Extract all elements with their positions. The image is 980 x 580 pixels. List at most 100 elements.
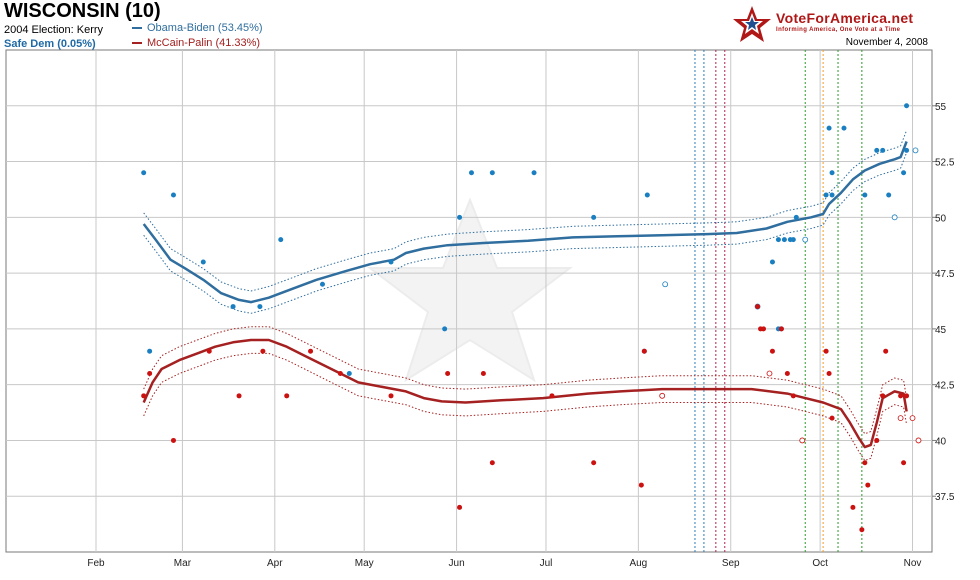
trend-line-obama bbox=[142, 141, 908, 304]
poll-point-mccain bbox=[874, 437, 880, 443]
poll-point-obama bbox=[901, 170, 907, 176]
poll-point-mccain bbox=[769, 348, 775, 354]
poll-point-obama bbox=[531, 170, 537, 176]
trend-line-mccain bbox=[142, 338, 908, 449]
poll-point-obama bbox=[841, 125, 847, 131]
poll-point-obama bbox=[829, 170, 835, 176]
poll-point-mccain bbox=[883, 348, 889, 354]
poll-point-obama bbox=[904, 147, 910, 153]
poll-point-mccain bbox=[826, 371, 832, 377]
poll-point-obama bbox=[200, 259, 206, 265]
y-tick-label: 45 bbox=[935, 325, 947, 336]
y-tick-label: 40 bbox=[935, 436, 947, 447]
poll-point-mccain bbox=[445, 371, 451, 377]
poll-point-open-mccain bbox=[897, 415, 904, 422]
poll-point-obama bbox=[170, 192, 176, 198]
poll-point-obama bbox=[489, 170, 495, 176]
poll-point-obama bbox=[826, 125, 832, 131]
x-tick-label: Apr bbox=[267, 558, 283, 569]
poll-point-mccain bbox=[829, 415, 835, 421]
poll-point-obama bbox=[886, 192, 892, 198]
poll-point-obama bbox=[388, 259, 394, 265]
poll-point-obama bbox=[862, 192, 868, 198]
poll-point-mccain bbox=[784, 371, 790, 377]
poll-point-open-mccain bbox=[909, 415, 916, 422]
y-tick-label: 37.5 bbox=[935, 492, 955, 503]
logo-tagline: Informing America, One Vote at a Time bbox=[776, 27, 901, 33]
x-tick-label: Mar bbox=[174, 558, 192, 569]
site-logo[interactable]: VoteForAmerica.net Informing America, On… bbox=[732, 4, 932, 46]
poll-point-open-obama bbox=[802, 236, 809, 243]
poll-point-obama bbox=[346, 371, 352, 377]
poll-point-obama bbox=[230, 304, 236, 310]
poll-point-mccain bbox=[778, 326, 784, 332]
y-tick-label: 47.5 bbox=[935, 269, 955, 280]
poll-point-obama bbox=[880, 147, 886, 153]
poll-point-mccain bbox=[489, 460, 495, 466]
y-tick-label: 55 bbox=[935, 102, 947, 113]
poll-point-obama bbox=[257, 304, 263, 310]
poll-point-obama bbox=[644, 192, 650, 198]
poll-point-obama bbox=[829, 192, 835, 198]
poll-point-mccain bbox=[859, 527, 865, 533]
legend-item-mccain: McCain-Palin (41.33%) bbox=[132, 37, 260, 49]
poll-point-open-mccain bbox=[766, 370, 773, 377]
legend-swatch-obama bbox=[132, 27, 142, 29]
poll-point-mccain bbox=[904, 393, 910, 399]
poll-point-open-obama bbox=[912, 147, 919, 154]
poll-point-open-obama bbox=[662, 281, 669, 288]
poll-point-mccain bbox=[260, 348, 266, 354]
x-tick-label: Nov bbox=[904, 558, 922, 569]
poll-point-mccain bbox=[147, 371, 153, 377]
poll-point-obama bbox=[874, 147, 880, 153]
poll-point-obama bbox=[147, 348, 153, 354]
poll-point-mccain bbox=[901, 460, 907, 466]
poll-point-mccain bbox=[898, 393, 904, 399]
poll-point-obama bbox=[904, 103, 910, 109]
poll-point-mccain bbox=[457, 504, 463, 510]
poll-point-mccain bbox=[862, 460, 868, 466]
poll-point-mccain bbox=[755, 304, 761, 310]
y-tick-label: 50 bbox=[935, 213, 947, 224]
poll-point-mccain bbox=[790, 393, 796, 399]
poll-point-mccain bbox=[236, 393, 242, 399]
poll-point-open-mccain bbox=[659, 392, 666, 399]
poll-point-mccain bbox=[880, 393, 886, 399]
poll-point-open-mccain bbox=[915, 437, 922, 444]
poll-point-obama bbox=[781, 237, 787, 243]
poll-point-obama bbox=[793, 214, 799, 220]
poll-point-obama bbox=[468, 170, 474, 176]
poll-point-mccain bbox=[638, 482, 644, 488]
poll-point-obama bbox=[278, 237, 284, 243]
poll-point-obama bbox=[457, 214, 463, 220]
poll-point-mccain bbox=[337, 371, 343, 377]
star-logo-icon bbox=[733, 6, 771, 42]
poll-point-obama bbox=[790, 237, 796, 243]
chart-title: WISCONSIN (10) bbox=[4, 0, 161, 22]
y-tick-label: 52.5 bbox=[935, 158, 955, 169]
legend-label-mccain: McCain-Palin (41.33%) bbox=[147, 37, 261, 49]
x-tick-label: Sep bbox=[722, 558, 740, 569]
x-tick-label: Feb bbox=[87, 558, 105, 569]
poll-point-mccain bbox=[761, 326, 767, 332]
poll-point-mccain bbox=[388, 393, 394, 399]
confidence-band-upper-obama bbox=[143, 130, 908, 292]
y-tick-label: 42.5 bbox=[935, 381, 955, 392]
legend-swatch-mccain bbox=[132, 42, 142, 44]
poll-point-mccain bbox=[850, 504, 856, 510]
poll-point-mccain bbox=[865, 482, 871, 488]
poll-point-obama bbox=[823, 192, 829, 198]
legend-label-obama: Obama-Biden (53.45%) bbox=[147, 22, 263, 34]
poll-point-open-obama bbox=[891, 214, 898, 221]
poll-point-mccain bbox=[141, 393, 147, 399]
poll-point-obama bbox=[319, 281, 325, 287]
x-tick-label: Oct bbox=[812, 558, 828, 569]
poll-point-mccain bbox=[170, 437, 176, 443]
poll-point-open-mccain bbox=[799, 437, 806, 444]
x-tick-label: Jun bbox=[449, 558, 465, 569]
logo-text: VoteForAmerica.net bbox=[776, 10, 914, 26]
poll-point-obama bbox=[442, 326, 448, 332]
poll-point-mccain bbox=[284, 393, 290, 399]
poll-point-mccain bbox=[206, 348, 212, 354]
